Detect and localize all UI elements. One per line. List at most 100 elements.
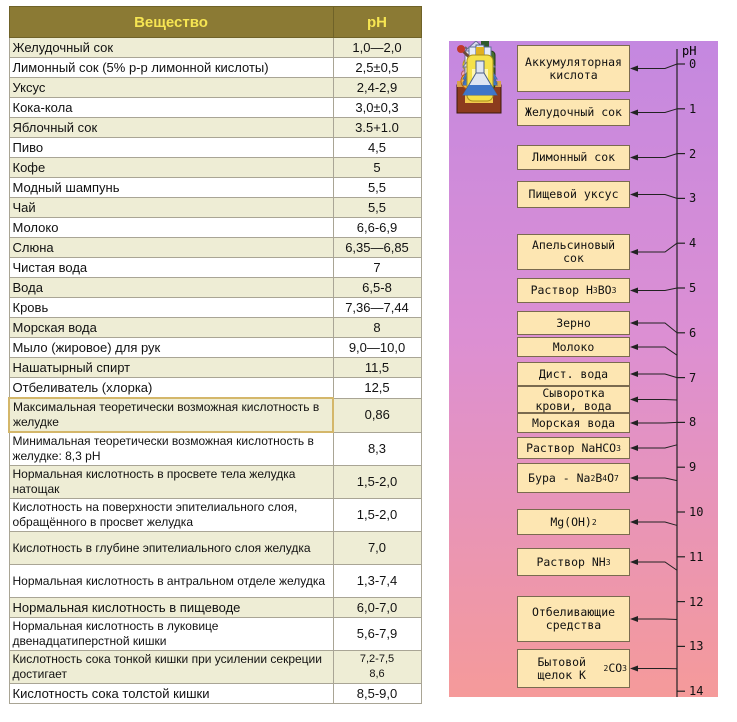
ph-value-cell: 2,5±0,5 [332, 57, 422, 78]
label-pointer-line [633, 477, 678, 482]
ph-value-cell: 5,5 [332, 197, 422, 218]
table-row: Кофе 5 [8, 157, 422, 178]
ph-value-cell: 7 [332, 257, 422, 278]
label-arrowhead [630, 519, 638, 525]
bleach-bottle-icon-part [476, 47, 484, 55]
ph-value-line: 8,6 [369, 668, 385, 680]
scale-label-box: Раствор NaHCO 3 [517, 437, 630, 459]
substance-cell: Нормальная кислотность в луковице двенад… [8, 617, 334, 651]
scale-label-box: Отбеливающие средства [517, 596, 630, 642]
ph-value-cell: 1,5-2,0 [332, 498, 422, 532]
table-row: Морская вода 8 [8, 317, 422, 338]
table-header-row: Вещество pH [8, 6, 422, 38]
ph-value-cell: 12,5 [332, 377, 422, 399]
label-pointer-line [633, 444, 678, 449]
scale-label-box: Бура - Na 2 B 4 O 7 [517, 463, 630, 493]
label-pointer-line [633, 521, 678, 526]
label-arrowhead [630, 320, 638, 326]
substance-cell: Кислотность сока тонкой кишки при усилен… [8, 650, 334, 684]
substance-cell: Вода [8, 277, 334, 298]
table-row: Кока-кола 3,0±0,3 [8, 97, 422, 118]
label-pointer-line [633, 373, 678, 379]
scale-label-box: Лимонный сок [517, 145, 630, 170]
ph-tick-label: 13 [689, 639, 704, 654]
ph-value-cell: 7,36—7,44 [332, 297, 422, 318]
substance-cell: Отбеливатель (хлорка) [8, 377, 334, 399]
table-row: Чай 5,5 [8, 197, 422, 218]
ph-value-cell: 2,4-2,9 [332, 77, 422, 98]
ph-value-cell: 8,5-9,0 [332, 683, 422, 704]
ph-tick-label: 6 [689, 325, 697, 340]
table-row: Желудочный сок 1,0—2,0 [8, 37, 422, 58]
substance-cell: Морская вода [8, 317, 334, 338]
header-substance: Вещество [8, 6, 334, 38]
ph-value-cell: 1,5-2,0 [332, 465, 422, 499]
table-row: Отбеливатель (хлорка) 12,5 [8, 377, 422, 399]
table-row: Вода 6,5-8 [8, 277, 422, 298]
label-arrowhead [630, 616, 638, 622]
scale-label-box: Желудочный сок [517, 99, 630, 126]
substance-cell: Чистая вода [8, 257, 334, 278]
table-row: Мыло (жировое) для рук 9,0—10,0 [8, 337, 422, 358]
substance-cell: Кислотность на поверхности эпителиальног… [8, 498, 334, 532]
substance-cell: Лимонный сок (5% р-р лимонной кислоты) [8, 57, 334, 78]
table-row: Нормальная кислотность в пищеводе 6,0-7,0 [8, 597, 422, 618]
label-pointer-line [633, 287, 678, 291]
ph-tick-label: 14 [689, 684, 704, 699]
label-pointer-line [633, 421, 678, 424]
table-row: Модный шампунь 5,5 [8, 177, 422, 198]
label-pointer-line [633, 618, 678, 621]
table-row: Чистая вода 7 [8, 257, 422, 278]
table-row: Молоко 6,6-6,9 [8, 217, 422, 238]
ph-tick-label: 3 [689, 191, 697, 206]
ph-tick-label: 11 [689, 549, 704, 564]
flask-icon [462, 60, 498, 96]
substance-cell: Нормальная кислотность в просвете тела ж… [8, 465, 334, 499]
label-arrowhead [630, 154, 638, 161]
substance-cell: Нормальная кислотность в антральном отде… [8, 564, 334, 598]
flask-icon-part [475, 60, 485, 74]
scale-label-box: Дист. вода [517, 362, 630, 386]
table-row: Кислотность в глубине эпителиального сло… [8, 531, 422, 565]
pipette-icon-part [457, 45, 465, 53]
label-pointer-line [633, 153, 678, 158]
scale-label-box: Бытовой щелок K 2 CO 3 [517, 649, 630, 688]
scale-label-box: Пищевой уксус [517, 181, 630, 208]
label-pointer-line [633, 561, 678, 571]
ph-tick-label: 5 [689, 281, 697, 295]
ph-tick-label: 12 [689, 594, 704, 609]
flask-icon-part [463, 85, 497, 95]
label-arrowhead [630, 191, 638, 198]
scale-label-box: Апельсиновый сок [517, 234, 630, 270]
ph-value-line: 7,2-7,5 [359, 653, 395, 665]
label-arrowhead [630, 665, 638, 672]
scale-label-box: Молоко [517, 337, 630, 357]
ph-tick-label: 8 [689, 415, 697, 430]
ph-tick-label: 10 [689, 505, 704, 519]
substance-cell: Кровь [8, 297, 334, 318]
ph-value-cell: 6,35—6,85 [332, 237, 422, 258]
ph-scale-panel: 0 1 2 3 4 5 6 7 8 9 10 11 12 13 14 Аккумуляторная кисло… [449, 41, 718, 699]
label-arrowhead [630, 559, 638, 565]
label-arrowhead [630, 396, 638, 403]
substance-cell: Мыло (жировое) для рук [8, 337, 334, 358]
ph-tick-label: 9 [689, 460, 697, 475]
substance-cell: Нормальная кислотность в пищеводе [8, 597, 334, 618]
vinegar-bottle-icon-part [481, 41, 489, 51]
label-arrowhead [630, 475, 638, 481]
ph-value-cell: 7,0 [332, 531, 422, 565]
substance-cell: Кофе [8, 157, 334, 178]
label-pointer-line [633, 322, 678, 334]
table-row: Кислотность сока толстой кишки 8,5-9,0 [8, 683, 422, 704]
substance-cell: Слюна [8, 237, 334, 258]
ph-tick-label: 0 [689, 57, 697, 71]
table-row: Уксус 2,4-2,9 [8, 77, 422, 98]
label-arrowhead [630, 344, 638, 350]
ph-tick-label: 1 [689, 101, 697, 116]
scale-label-box: Раствор NH 3 [517, 548, 630, 576]
ph-tick-label: 7 [689, 370, 697, 385]
substance-cell: Желудочный сок [8, 37, 334, 58]
label-pointer-line [633, 346, 678, 356]
substance-cell: Максимальная теоретически возможная кисл… [8, 397, 334, 433]
scale-label-box: Зерно [517, 311, 630, 335]
